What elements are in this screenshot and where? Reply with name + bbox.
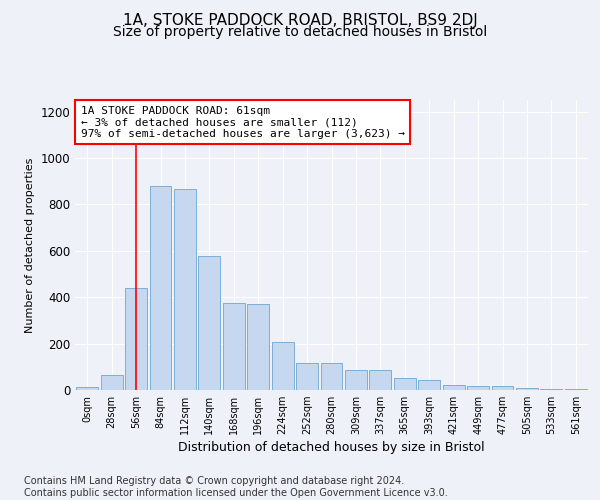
- Y-axis label: Number of detached properties: Number of detached properties: [25, 158, 35, 332]
- Bar: [272, 342, 293, 390]
- Text: Contains public sector information licensed under the Open Government Licence v3: Contains public sector information licen…: [24, 488, 448, 498]
- Bar: [320, 364, 343, 390]
- Text: Size of property relative to detached houses in Bristol: Size of property relative to detached ho…: [113, 25, 487, 39]
- Bar: [296, 364, 318, 390]
- Bar: [418, 380, 440, 390]
- Bar: [443, 385, 464, 390]
- Bar: [223, 303, 245, 390]
- X-axis label: Distribution of detached houses by size in Bristol: Distribution of detached houses by size …: [178, 442, 485, 454]
- Bar: [101, 375, 122, 390]
- Bar: [345, 370, 367, 390]
- Bar: [149, 186, 172, 390]
- Bar: [516, 388, 538, 390]
- Bar: [565, 389, 587, 390]
- Text: 1A STOKE PADDOCK ROAD: 61sqm
← 3% of detached houses are smaller (112)
97% of se: 1A STOKE PADDOCK ROAD: 61sqm ← 3% of det…: [80, 106, 404, 139]
- Text: 1A, STOKE PADDOCK ROAD, BRISTOL, BS9 2DJ: 1A, STOKE PADDOCK ROAD, BRISTOL, BS9 2DJ: [122, 12, 478, 28]
- Bar: [394, 378, 416, 390]
- Bar: [247, 304, 269, 390]
- Bar: [491, 386, 514, 390]
- Bar: [541, 389, 562, 390]
- Bar: [125, 288, 147, 390]
- Bar: [467, 386, 489, 390]
- Text: Contains HM Land Registry data © Crown copyright and database right 2024.: Contains HM Land Registry data © Crown c…: [24, 476, 404, 486]
- Bar: [174, 190, 196, 390]
- Bar: [199, 256, 220, 390]
- Bar: [76, 387, 98, 390]
- Bar: [370, 370, 391, 390]
